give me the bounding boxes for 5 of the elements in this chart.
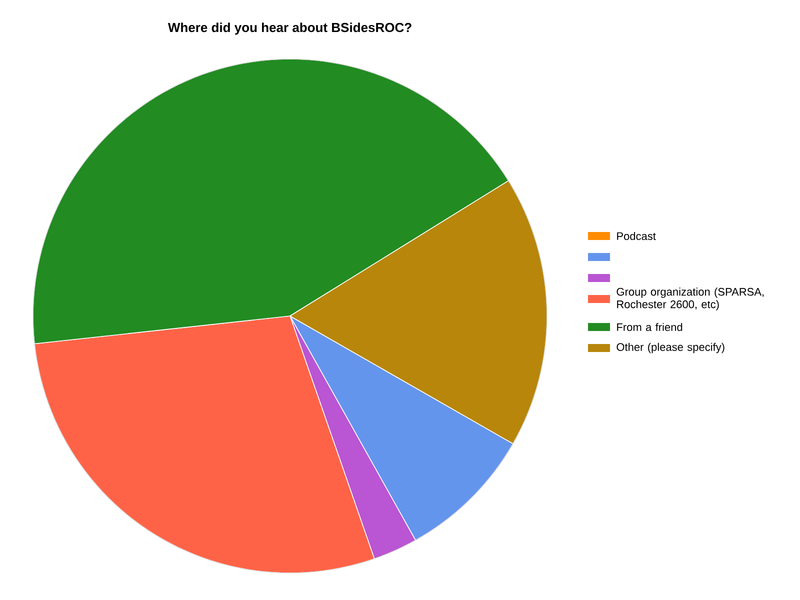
legend-label: Other (please specify) — [616, 342, 724, 354]
chart-title: Where did you hear about BSidesROC? — [168, 22, 412, 35]
legend-label: From a friend — [617, 322, 682, 332]
legend-label: Podcast — [617, 232, 656, 240]
legend-label: Group organization (SPARSA, Rochester 2600, etc) — [616, 288, 764, 310]
